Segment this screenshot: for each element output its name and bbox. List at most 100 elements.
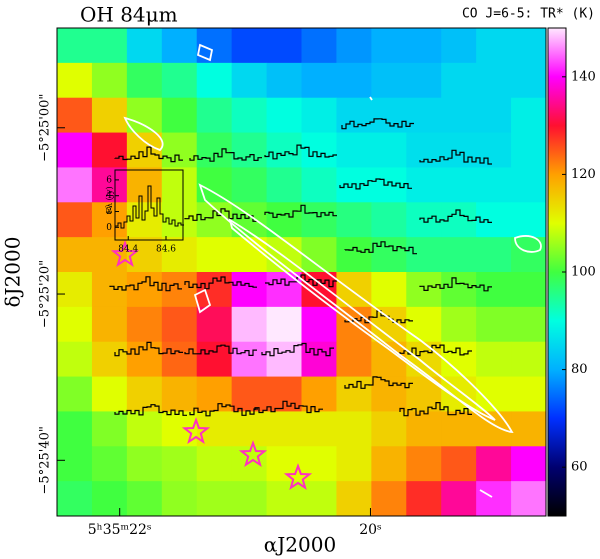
heat-cell	[476, 28, 512, 64]
heat-cell	[196, 97, 233, 134]
heat-cell	[266, 446, 302, 482]
heat-cell	[336, 446, 372, 482]
heat-cell	[371, 411, 407, 447]
heat-cell	[476, 237, 512, 273]
heat-cell	[91, 28, 128, 64]
contour	[369, 96, 373, 101]
x-tick-label: 5ʰ35ᵐ22ˢ	[88, 522, 152, 538]
heat-cell	[511, 341, 547, 378]
inset-y-tick-label: 4	[106, 191, 112, 201]
spectrum	[344, 376, 413, 389]
heat-cell	[266, 132, 302, 168]
heatmap	[57, 28, 547, 517]
heat-cell	[266, 62, 302, 99]
heat-cell	[266, 306, 302, 343]
heat-cell	[91, 341, 128, 378]
heat-cell	[511, 167, 547, 203]
colorbar-tick-label: 60	[571, 460, 588, 475]
heat-cell	[511, 446, 547, 482]
heat-cell	[476, 132, 512, 168]
heat-cell	[196, 237, 233, 273]
spectrum	[264, 144, 337, 160]
heat-cell	[511, 272, 547, 308]
heat-cell	[476, 306, 512, 343]
heat-cell	[336, 411, 372, 447]
x-label: αJ2000	[264, 533, 336, 557]
spectrum	[419, 277, 492, 292]
heat-cell	[301, 97, 337, 134]
x-tick-label: 20ˢ	[359, 522, 382, 538]
heat-cell	[371, 237, 407, 273]
heat-cell	[406, 97, 442, 134]
heat-cell	[161, 376, 198, 412]
heat-cell	[371, 341, 407, 378]
inset-y-tick-label: 2	[106, 207, 112, 217]
heat-cell	[57, 132, 93, 168]
heat-cell	[196, 306, 233, 343]
heat-cell	[441, 446, 477, 482]
heat-cell	[161, 272, 198, 308]
overlays: 0 2 4 6 84.4 84.6	[106, 43, 542, 498]
heat-cell	[57, 306, 93, 343]
heat-cell	[231, 97, 268, 134]
heat-cell	[406, 167, 442, 203]
heat-cell	[126, 167, 163, 203]
spectrum	[261, 342, 334, 357]
heat-cell	[406, 28, 442, 64]
heat-cell	[441, 167, 477, 203]
heat-cell	[266, 481, 302, 517]
inset-spectrum	[115, 185, 184, 229]
colorbar-tick-label: 100	[571, 265, 596, 280]
heat-cell	[476, 341, 512, 378]
heat-cell	[371, 28, 407, 64]
star	[238, 440, 268, 468]
title: OH 84μm	[80, 3, 178, 27]
heat-cell	[57, 237, 93, 273]
heat-cell	[441, 132, 477, 168]
heat-cell	[266, 376, 302, 412]
heat-cell	[57, 446, 93, 482]
heat-cell	[126, 132, 163, 168]
heat-cell	[161, 97, 198, 134]
heat-cell	[57, 481, 93, 517]
heat-cell	[91, 97, 128, 134]
contour	[193, 288, 212, 314]
heat-cell	[301, 132, 337, 168]
heat-cell	[231, 167, 268, 203]
inset-y-tick-label: 6	[106, 175, 112, 185]
heat-cell	[57, 167, 93, 203]
heat-cell	[161, 481, 198, 517]
spectrum	[184, 208, 257, 222]
heat-cell	[441, 62, 477, 99]
heat-cell	[161, 167, 198, 203]
spectrum	[419, 149, 492, 165]
heat-cell	[57, 202, 93, 238]
heat-cell	[301, 306, 337, 343]
heat-cell	[371, 446, 407, 482]
heat-cell	[301, 202, 337, 238]
heat-cell	[126, 481, 163, 517]
heat-cell	[511, 132, 547, 168]
heat-cell	[266, 237, 302, 273]
heat-cell	[371, 481, 407, 517]
heat-cell	[441, 97, 477, 134]
heat-cell	[336, 28, 372, 64]
heat-cell	[91, 132, 128, 168]
y-tick-label: −5°25'40"	[38, 426, 53, 494]
colorbar-tick-label: 120	[571, 167, 596, 182]
spectrum	[419, 209, 492, 223]
heat-cell	[91, 237, 128, 273]
heat-cell	[511, 62, 547, 99]
heat-cell	[406, 132, 442, 168]
heat-cell	[126, 411, 163, 447]
contour	[514, 235, 542, 253]
heat-cell	[231, 132, 268, 168]
heat-cell	[57, 376, 93, 412]
inset-y-label: Fλ (Jy)	[105, 186, 114, 213]
heat-cell	[161, 306, 198, 343]
heat-cell	[336, 62, 372, 99]
heat-cell	[196, 272, 233, 308]
heat-cell	[57, 341, 93, 378]
heat-cell	[266, 167, 302, 203]
